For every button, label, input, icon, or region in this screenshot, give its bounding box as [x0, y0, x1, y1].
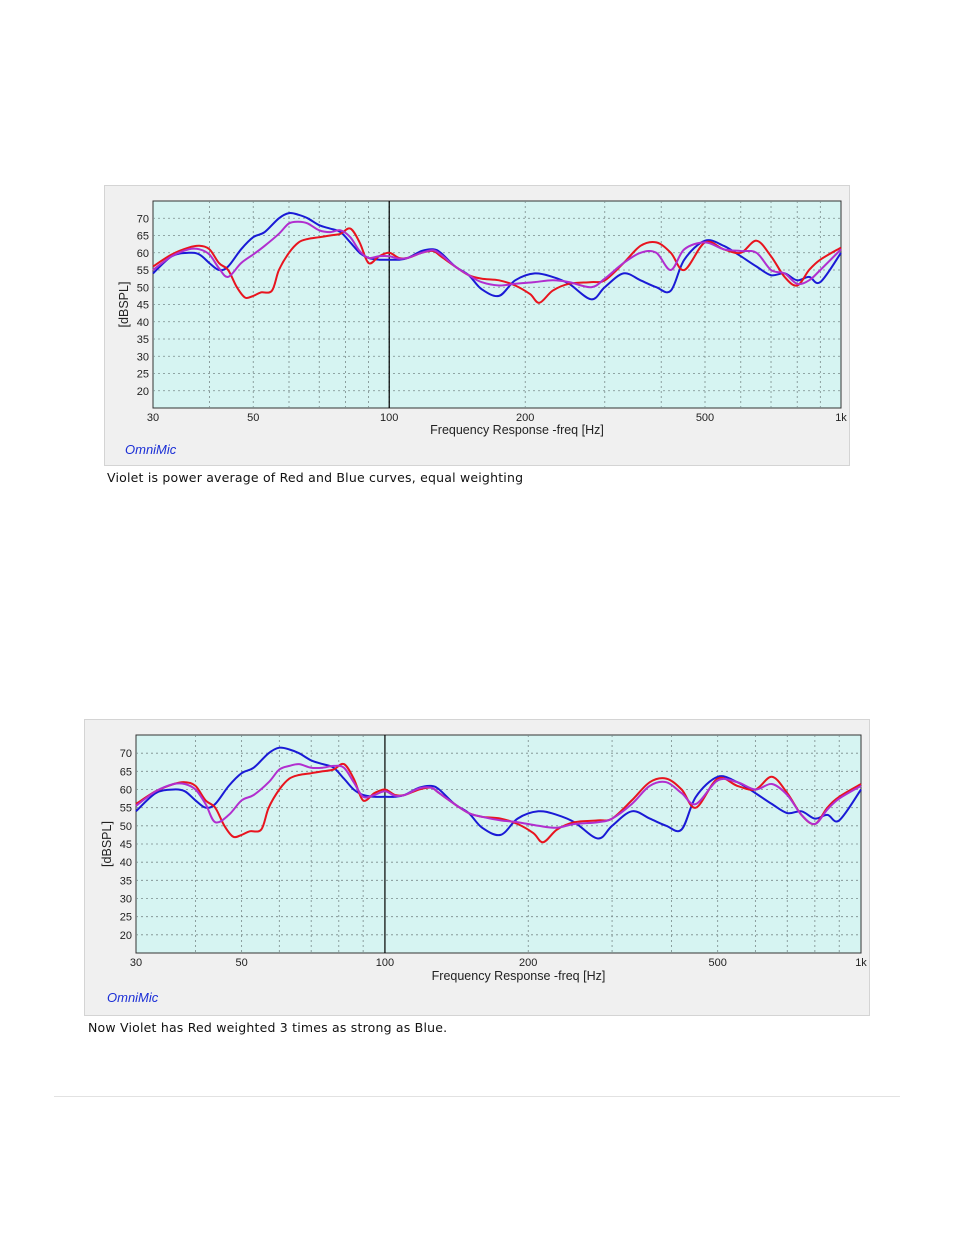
blue-curve	[152, 211, 842, 301]
blue-curve	[135, 746, 862, 840]
page-divider	[54, 1096, 900, 1097]
frequency-response-chart-1: 20 25 30 35 40 45 50 55 60 65 70 30 50 100 200 500 1k Fre…	[117, 200, 847, 437]
chart-panel-1: 20 25 30 35 40 45 50 55 60 65 70 30 50 100 200 500 1k Fre…	[104, 185, 850, 466]
y-tick-label: 45	[120, 839, 132, 851]
x-tick-label: 1k	[855, 957, 867, 969]
y-tick-label: 35	[120, 875, 132, 887]
y-tick-label: 40	[137, 317, 149, 329]
y-tick-label: 20	[137, 386, 149, 398]
x-tick-label: 100	[380, 412, 398, 424]
x-tick-label: 200	[516, 412, 534, 424]
y-tick-label: 50	[120, 821, 132, 833]
y-tick-label: 35	[137, 334, 149, 346]
figure-caption-1: Violet is power average of Red and Blue …	[107, 470, 524, 485]
y-tick-label: 65	[120, 766, 132, 778]
y-tick-label: 70	[137, 213, 149, 225]
x-tick-label: 50	[247, 412, 259, 424]
y-tick-label: 40	[120, 857, 132, 869]
violet-curve	[152, 220, 842, 289]
x-tick-label: 30	[147, 412, 159, 424]
figure-caption-2: Now Violet has Red weighted 3 times as s…	[88, 1020, 448, 1035]
x-axis-title: Frequency Response -freq [Hz]	[430, 423, 604, 437]
y-tick-label: 25	[120, 912, 132, 924]
y-tick-label: 20	[120, 930, 132, 942]
y-tick-label: 55	[137, 265, 149, 277]
omnimic-brand-label: OmniMic	[125, 442, 177, 457]
x-tick-label: 50	[235, 957, 247, 969]
y-tick-label: 55	[120, 803, 132, 815]
y-tick-label: 25	[137, 369, 149, 381]
y-axis-title: [dBSPL]	[100, 821, 114, 867]
y-tick-label: 30	[120, 894, 132, 906]
plot-area	[152, 200, 842, 409]
y-tick-label: 30	[137, 351, 149, 363]
x-tick-label: 500	[709, 957, 727, 969]
chart-panel-2: 20 25 30 35 40 45 50 55 60 65 70 30 50 100 200 500 1k Fre…	[84, 719, 870, 1016]
y-axis-title: [dBSPL]	[117, 282, 131, 328]
y-tick-label: 50	[137, 282, 149, 294]
x-tick-label: 200	[519, 957, 537, 969]
y-tick-label: 60	[120, 785, 132, 797]
omnimic-brand-label: OmniMic	[107, 990, 159, 1005]
y-tick-label: 60	[137, 248, 149, 260]
x-axis-title: Frequency Response -freq [Hz]	[432, 969, 606, 983]
y-tick-label: 65	[137, 231, 149, 243]
x-tick-label: 100	[376, 957, 394, 969]
y-tick-label: 70	[120, 748, 132, 760]
x-tick-label: 30	[130, 957, 142, 969]
y-tick-label: 45	[137, 300, 149, 312]
violet-curve	[135, 763, 862, 829]
frequency-response-chart-2: 20 25 30 35 40 45 50 55 60 65 70 30 50 100 200 500 1k Fre…	[100, 734, 867, 983]
x-tick-label: 500	[696, 412, 714, 424]
x-tick-label: 1k	[835, 412, 847, 424]
